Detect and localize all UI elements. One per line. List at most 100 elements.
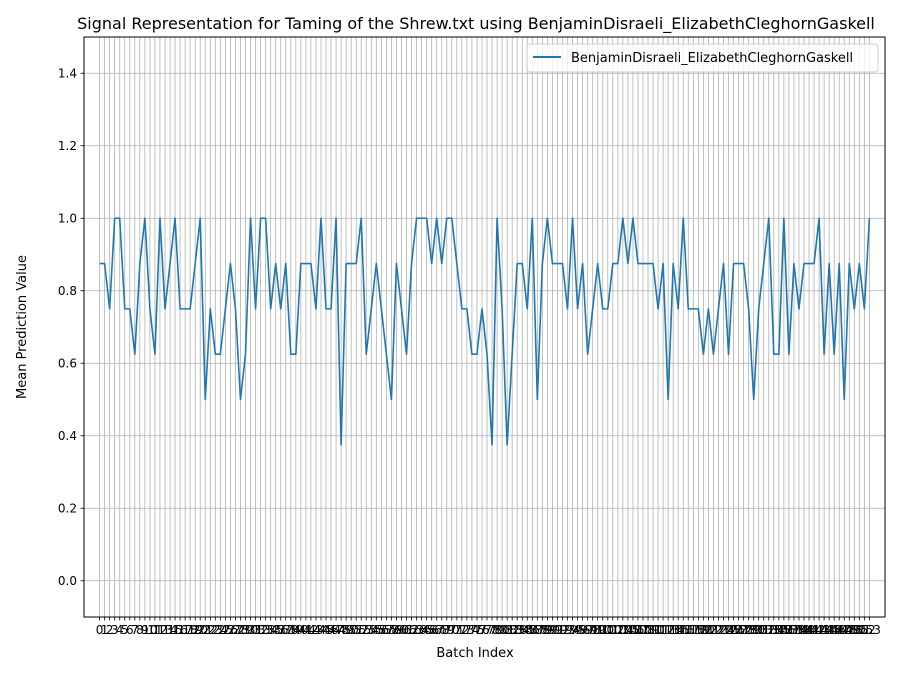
data-point [250, 217, 252, 219]
data-point [179, 308, 181, 310]
x-tick-label: 16 [172, 623, 187, 637]
x-tick-label: 119 [687, 623, 710, 637]
data-point [597, 263, 599, 265]
data-point [194, 263, 196, 265]
x-tick-label: 45 [318, 623, 333, 637]
x-tick-label: 91 [550, 623, 565, 637]
data-point [868, 217, 870, 219]
data-point [431, 263, 433, 265]
y-tick-label: 0.8 [58, 284, 77, 298]
data-point [340, 444, 342, 446]
legend: BenjaminDisraeli_ElizabethCleghornGaskel… [526, 43, 879, 73]
y-ticks: 0.0 0.2 0.4 0.6 0.8 1.0 1.2 1.4 [58, 66, 84, 588]
x-tick-label: 53 [359, 623, 374, 637]
data-point [677, 308, 679, 310]
data-point [400, 308, 402, 310]
x-tick-label: 139 [788, 623, 811, 637]
x-tick-label: 22 [203, 623, 218, 637]
data-point [602, 308, 604, 310]
x-tick-label: 20 [193, 623, 208, 637]
data-point [144, 217, 146, 219]
data-point [662, 263, 664, 265]
series-line [99, 217, 871, 446]
data-point [567, 308, 569, 310]
data-point [436, 217, 438, 219]
data-point [823, 353, 825, 355]
x-tick-label: 122 [702, 623, 725, 637]
data-point [199, 217, 201, 219]
x-tick-label: 2 [106, 623, 114, 637]
x-tick-label: 135 [767, 623, 790, 637]
x-tick-label: 150 [843, 623, 866, 637]
data-point [622, 217, 624, 219]
x-tick-label: 3 [111, 623, 119, 637]
y-tick-label: 0.6 [58, 356, 77, 370]
x-tick-label: 120 [692, 623, 715, 637]
x-tick-label: 136 [772, 623, 795, 637]
x-tick-label: 71 [449, 623, 464, 637]
data-point [813, 263, 815, 265]
data-point [406, 353, 408, 355]
data-point [793, 263, 795, 265]
x-axis-label: Batch Index [436, 646, 514, 661]
x-tick-label: 86 [525, 623, 540, 637]
data-point [466, 308, 468, 310]
x-tick-label: 118 [682, 623, 705, 637]
x-tick-label: 40 [293, 623, 308, 637]
data-point [234, 308, 236, 310]
x-tick-label: 72 [454, 623, 469, 637]
x-tick-label: 95 [570, 623, 585, 637]
data-point [411, 263, 413, 265]
x-tick-label: 148 [833, 623, 856, 637]
plot-area [99, 217, 871, 446]
x-tick-label: 90 [545, 623, 560, 637]
x-tick-label: 43 [308, 623, 323, 637]
x-tick-label: 51 [349, 623, 364, 637]
data-point [496, 217, 498, 219]
data-point [295, 353, 297, 355]
data-point [828, 263, 830, 265]
data-point [139, 263, 141, 265]
x-tick-label: 63 [409, 623, 424, 637]
data-point [627, 263, 629, 265]
x-tick-label: 103 [606, 623, 629, 637]
x-tick-label: 108 [632, 623, 655, 637]
data-point [667, 399, 669, 401]
x-tick-label: 125 [717, 623, 740, 637]
x-tick-label: 140 [793, 623, 816, 637]
x-tick-label: 12 [152, 623, 167, 637]
data-point [255, 308, 257, 310]
x-tick-label: 33 [258, 623, 273, 637]
x-tick-label: 153 [858, 623, 881, 637]
x-tick-label: 64 [414, 623, 429, 637]
data-point [702, 353, 704, 355]
data-point [848, 263, 850, 265]
data-point [395, 263, 397, 265]
x-tick-label: 82 [505, 623, 520, 637]
data-point [672, 263, 674, 265]
data-point [345, 263, 347, 265]
x-tick-label: 106 [621, 623, 644, 637]
x-tick-label: 6 [126, 623, 134, 637]
y-tick-label: 1.0 [58, 211, 77, 225]
x-tick-label: 31 [248, 623, 263, 637]
legend-box [526, 43, 879, 73]
x-tick-label: 24 [213, 623, 228, 637]
data-point [647, 263, 649, 265]
data-point [134, 353, 136, 355]
data-point [572, 217, 574, 219]
data-point [501, 308, 503, 310]
data-point [154, 353, 156, 355]
x-tick-label: 78 [484, 623, 499, 637]
x-tick-label: 133 [757, 623, 780, 637]
x-tick-label: 39 [288, 623, 303, 637]
x-tick-label: 85 [520, 623, 535, 637]
data-point [863, 308, 865, 310]
x-tick-label: 46 [323, 623, 338, 637]
data-point [315, 308, 317, 310]
data-point [592, 308, 594, 310]
x-tick-label: 35 [268, 623, 283, 637]
x-tick-label: 32 [253, 623, 268, 637]
x-tick-label: 100 [591, 623, 614, 637]
